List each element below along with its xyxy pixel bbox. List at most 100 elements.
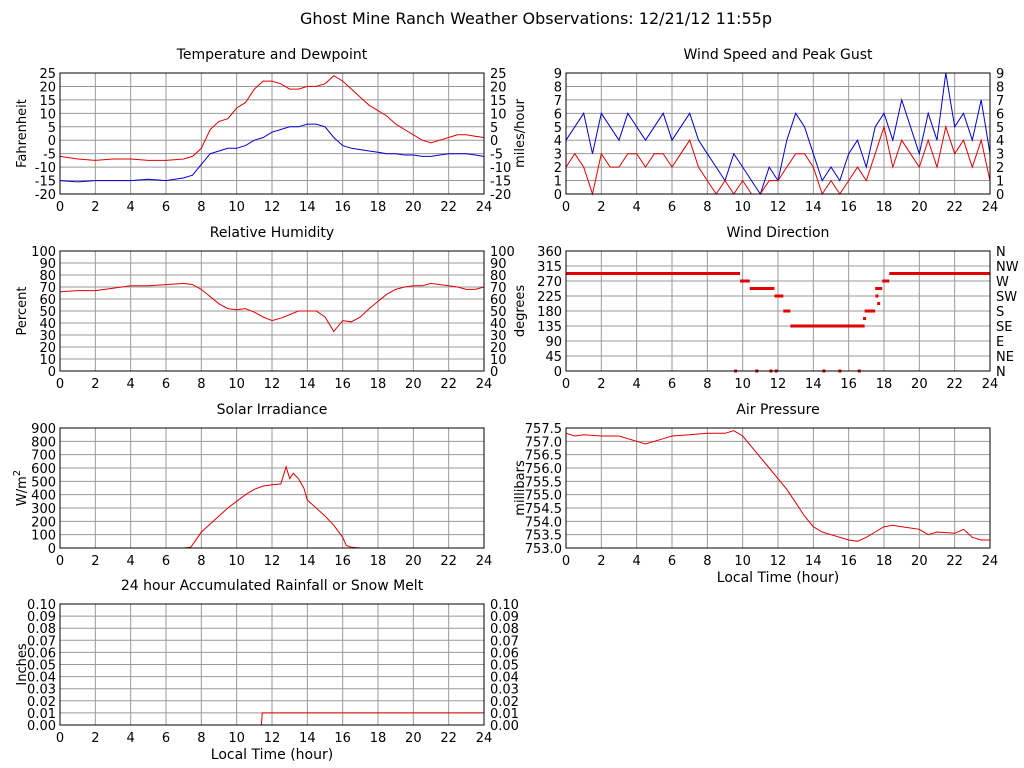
- x-tick-label: 0: [56, 200, 64, 215]
- y-tick-label: 800: [31, 435, 56, 450]
- y-tick-label: 45: [545, 350, 562, 365]
- x-tick-label: 24: [476, 200, 493, 215]
- x-tick-label: 4: [127, 377, 135, 392]
- right-tick-label: 80: [490, 269, 507, 284]
- right-tick-label: 100: [490, 245, 515, 260]
- y-tick-label: 225: [537, 290, 562, 305]
- y-tick-label: 5: [48, 121, 56, 136]
- x-tick-label: 4: [633, 377, 641, 392]
- y-tick-label: 753.0: [525, 542, 562, 557]
- right-tick-label: 0.05: [490, 659, 519, 674]
- right-tick-label: 0.08: [490, 622, 519, 637]
- plot-frame: [59, 427, 485, 549]
- x-tick-label: 22: [440, 200, 457, 215]
- x-tick-label: 4: [127, 200, 135, 215]
- x-tick-label: 6: [162, 731, 170, 746]
- y-tick-label: 754.5: [525, 502, 562, 517]
- x-tick-label: 2: [597, 377, 605, 392]
- x-tick-label: 14: [299, 377, 316, 392]
- y-tick-label: 0.01: [27, 707, 56, 722]
- right-tick-label: 40: [490, 317, 507, 332]
- right-tick-label: 0: [490, 365, 498, 380]
- right-tick-label: 20: [490, 80, 507, 95]
- right-tick-label: 0.10: [490, 598, 519, 613]
- y-tick-label: 755.0: [525, 489, 562, 504]
- y-tick-label: 0.09: [27, 610, 56, 625]
- y-tick-label: 0: [48, 134, 56, 149]
- x-tick-label: 10: [734, 377, 751, 392]
- y-tick-label: 70: [39, 281, 56, 296]
- x-tick-label: 6: [668, 554, 676, 569]
- direction-point: [875, 294, 879, 298]
- right-tick-label: -10: [490, 161, 511, 176]
- right-tick-label: 6: [996, 107, 1004, 122]
- x-tick-label: 18: [370, 200, 387, 215]
- x-tick-label: 22: [946, 377, 963, 392]
- plot-frame: [565, 72, 991, 195]
- x-tick-label: 20: [911, 377, 928, 392]
- x-tick-label: 8: [197, 377, 205, 392]
- x-tick-label: 8: [703, 554, 711, 569]
- right-tick-label: 90: [490, 257, 507, 272]
- y-tick-label: -15: [35, 175, 56, 190]
- right-tick-label: NW: [996, 260, 1019, 275]
- x-tick-label: 10: [228, 554, 245, 569]
- x-tick-label: 18: [876, 200, 893, 215]
- right-tick-label: 0.01: [490, 707, 519, 722]
- x-tick-label: 24: [982, 377, 999, 392]
- x-tick-label: 24: [476, 731, 493, 746]
- y-tick-label: 0.04: [27, 671, 56, 686]
- right-tick-label: 0: [996, 188, 1004, 203]
- x-tick-label: 20: [405, 200, 422, 215]
- x-tick-label: 8: [703, 200, 711, 215]
- y-tick-label: 0.07: [27, 634, 56, 649]
- series-line: [565, 430, 990, 542]
- chart-title: Solar Irradiance: [217, 402, 328, 418]
- plot-frame: [59, 250, 485, 372]
- right-tick-label: 15: [490, 94, 507, 109]
- y-tick-label: 135: [537, 320, 562, 335]
- x-tick-label: 14: [805, 554, 822, 569]
- right-tick-label: E: [996, 335, 1004, 350]
- right-tick-label: 10: [490, 353, 507, 368]
- x-tick-label: 0: [562, 377, 570, 392]
- right-tick-label: 0.04: [490, 671, 519, 686]
- x-tick-label: 8: [703, 377, 711, 392]
- x-tick-label: 10: [228, 200, 245, 215]
- x-tick-label: 2: [91, 731, 99, 746]
- y-tick-label: -20: [35, 188, 56, 203]
- x-tick-label: 18: [370, 731, 387, 746]
- x-tick-label: 2: [91, 554, 99, 569]
- right-tick-label: 5: [996, 121, 1004, 136]
- x-tick-label: 14: [805, 200, 822, 215]
- x-tick-label: 0: [56, 377, 64, 392]
- x-tick-label: 12: [264, 731, 281, 746]
- y-axis-label: degrees: [513, 285, 528, 338]
- x-tick-label: 6: [162, 554, 170, 569]
- y-tick-label: 0: [554, 188, 562, 203]
- y-tick-label: 100: [31, 529, 56, 544]
- x-tick-label: 18: [876, 377, 893, 392]
- x-tick-label: 12: [264, 200, 281, 215]
- y-tick-label: 0: [48, 365, 56, 380]
- y-tick-label: 40: [39, 317, 56, 332]
- x-tick-label: 12: [770, 377, 787, 392]
- right-tick-label: 0.09: [490, 610, 519, 625]
- x-axis-label: Local Time (hour): [717, 570, 839, 586]
- y-tick-label: 0.00: [27, 719, 56, 734]
- x-tick-label: 2: [597, 200, 605, 215]
- y-axis-label: millibars: [513, 460, 528, 516]
- x-tick-label: 14: [299, 554, 316, 569]
- y-tick-label: 754.0: [525, 515, 562, 530]
- right-tick-label: S: [996, 305, 1004, 320]
- y-tick-label: 80: [39, 269, 56, 284]
- y-tick-label: 60: [39, 293, 56, 308]
- x-tick-label: 20: [405, 554, 422, 569]
- y-tick-label: 0.03: [27, 683, 56, 698]
- right-tick-label: 10: [490, 107, 507, 122]
- x-tick-label: 4: [127, 731, 135, 746]
- plot-frame: [565, 427, 991, 549]
- x-tick-label: 6: [162, 200, 170, 215]
